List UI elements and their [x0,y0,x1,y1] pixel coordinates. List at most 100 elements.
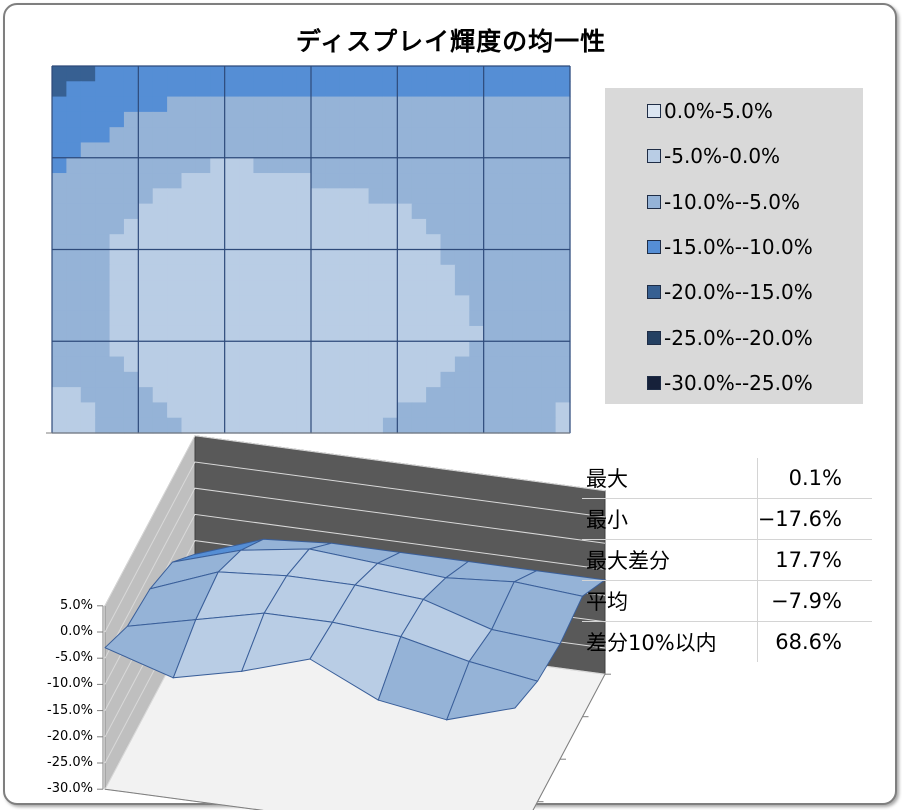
contour-cell [483,81,499,98]
contour-cell [526,81,542,98]
contour-cell [52,173,67,189]
contour-cell [512,111,528,128]
z-axis-tick-label: -10.0% [47,676,93,692]
contour-cell [426,387,442,404]
x-axis-line [104,788,264,810]
contour-cell [267,127,283,144]
contour-cell [512,96,528,113]
contour-cell [296,402,312,419]
contour-cell [239,157,255,174]
legend-label: -5.0%-0.0% [664,144,781,169]
contour-cell [483,188,499,205]
contour-cell [66,111,82,128]
contour-cell [123,341,139,358]
contour-cell [411,127,427,144]
contour-cell [239,188,255,205]
contour-cell [253,249,269,266]
contour-cell [411,264,427,281]
contour-cell [95,188,111,205]
contour-cell [123,142,139,159]
contour-cell [426,234,442,251]
contour-cell [526,66,542,82]
contour-cell [253,157,269,174]
contour-cell [282,295,298,312]
contour-cell [469,96,485,113]
contour-cell [382,280,398,296]
contour-cell [382,417,398,434]
contour-cell [296,218,312,235]
contour-cell [426,417,442,434]
contour-cell [210,142,226,159]
contour-cell [325,417,341,434]
contour-cell [167,127,183,144]
contour-cell [526,188,542,205]
contour-cell [181,249,197,266]
contour-cell [311,249,326,266]
contour-cell [454,218,470,235]
contour-cell [109,249,125,266]
contour-cell [397,157,413,174]
contour-cell [512,234,528,251]
contour-cell [311,264,326,281]
contour-cell [80,81,96,98]
contour-cell [469,280,485,296]
contour-cell [52,325,67,342]
contour-cell [210,188,226,205]
contour-cell [354,325,370,342]
contour-cell [267,142,283,159]
contour-cell [469,111,485,128]
contour-cell [282,371,298,388]
contour-cell [224,417,240,434]
legend-swatch [647,194,661,209]
contour-cell [95,66,111,82]
contour-cell [296,325,312,342]
contour-cell [109,325,125,342]
contour-cell [454,325,470,342]
legend-item: -10.0%--5.0% [647,189,800,215]
contour-cell [66,249,82,266]
contour-cell [368,203,384,220]
contour-cell [195,111,211,128]
contour-cell [181,295,197,312]
contour-cell [167,203,183,220]
contour-cell [239,387,255,404]
contour-cell [526,249,542,266]
contour-cell [498,234,514,251]
contour-cell [512,356,528,373]
contour-cell [138,280,154,296]
contour-cell [109,295,125,312]
contour-cell [555,127,571,144]
contour-cell [541,173,557,189]
contour-cell [354,111,370,128]
contour-cell [181,218,197,235]
contour-cell [498,341,514,358]
contour-cell [325,387,341,404]
stats-label: 差分10%以内 [582,621,758,662]
contour-cell [555,96,571,113]
contour-cell [541,203,557,220]
contour-cell [311,280,326,296]
contour-cell [109,387,125,404]
contour-cell [382,341,398,358]
contour-cell [368,96,384,113]
contour-cell [224,218,240,235]
contour-cell [483,96,499,113]
contour-cell [296,203,312,220]
contour-cell [555,142,571,159]
contour-cell [397,111,413,128]
contour-cell [267,81,283,98]
stats-label: 最大差分 [582,539,758,581]
contour-cell [382,249,398,266]
contour-cell [440,142,456,159]
contour-cell [325,249,341,266]
contour-cell [397,264,413,281]
contour-cell [311,127,326,144]
contour-cell [181,66,197,82]
contour-cell [224,264,240,281]
contour-cell [253,66,269,82]
contour-cell [483,218,499,235]
contour-gridlines [46,65,571,434]
contour-cell [267,402,283,419]
contour-cell [95,111,111,128]
contour-cell [311,188,326,205]
